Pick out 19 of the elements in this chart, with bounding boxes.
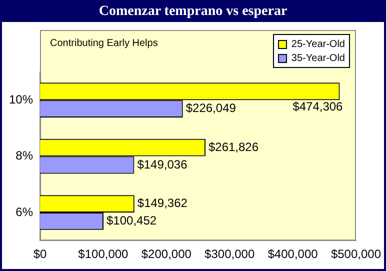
- data-label: $474,306: [292, 99, 344, 114]
- legend-label: 35-Year-Old: [291, 52, 345, 64]
- x-tick-label: $200,000: [141, 247, 192, 262]
- chart-title: Comenzar temprano vs esperar: [2, 2, 384, 22]
- data-label: $149,362: [137, 196, 188, 210]
- x-tick-label: $0: [33, 247, 48, 262]
- x-tick-label: $500,000: [330, 247, 382, 262]
- y-tick-label: 6%: [16, 204, 34, 219]
- x-tick-label: $400,000: [268, 247, 318, 262]
- data-label: $149,036: [137, 157, 188, 172]
- data-label: $226,049: [186, 101, 236, 116]
- x-tick-label: $300,000: [204, 247, 255, 262]
- y-tick-label: 10%: [8, 92, 34, 106]
- data-label: $261,826: [208, 140, 259, 154]
- y-tick-label: 8%: [16, 148, 34, 163]
- x-tick-label: $100,000: [78, 247, 129, 262]
- legend-label: 25-Year-Old: [291, 38, 345, 50]
- data-label: $100,452: [106, 214, 157, 228]
- annotation: Contributing Early Helps: [50, 38, 158, 49]
